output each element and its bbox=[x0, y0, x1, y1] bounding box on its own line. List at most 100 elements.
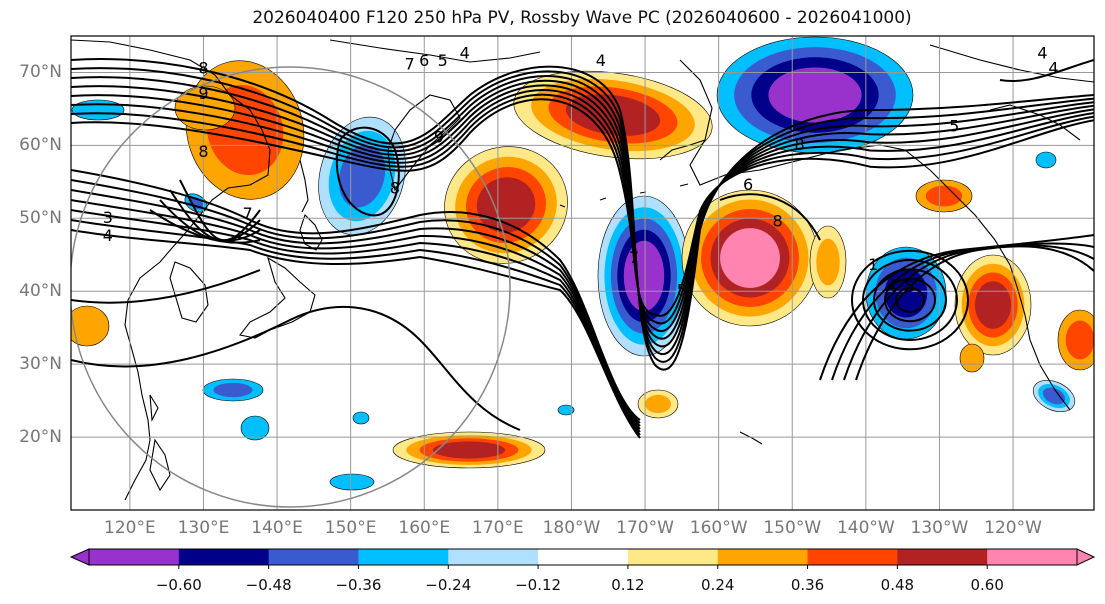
contour-label: 4 bbox=[1048, 58, 1058, 77]
colorbar-frame bbox=[88, 548, 1078, 566]
pv-contour-line bbox=[855, 245, 1094, 381]
contour-label: 7 bbox=[243, 204, 253, 223]
colorbar-tick-label: −0.12 bbox=[515, 576, 562, 594]
coastline-segment bbox=[299, 159, 309, 213]
contour-label: 6 bbox=[743, 175, 753, 194]
colorbar-tick-label: 0.24 bbox=[701, 576, 735, 594]
pv-anomaly-blob bbox=[954, 254, 1032, 356]
contour-label: 8 bbox=[198, 58, 208, 77]
colorbar-tick-label: 0.60 bbox=[970, 576, 1004, 594]
pv-contour-line bbox=[71, 179, 641, 424]
colorbar-tick-label: 0.36 bbox=[790, 576, 825, 594]
colorbar-tick-label: −0.60 bbox=[155, 576, 202, 594]
pv-contour-line bbox=[335, 126, 400, 217]
pv-contour-line bbox=[819, 234, 1094, 381]
pv-anomaly-blob bbox=[1032, 379, 1076, 413]
pv-anomaly-blob bbox=[637, 389, 679, 419]
lat-tick-label: 70°N bbox=[19, 62, 62, 83]
colorbar-segment bbox=[268, 549, 359, 565]
pv-contour-line bbox=[159, 199, 261, 242]
coastline-segment bbox=[299, 213, 323, 251]
pv-contour-line bbox=[71, 219, 641, 436]
pv-contours bbox=[71, 58, 1094, 439]
pv-contour-line bbox=[71, 229, 641, 439]
pv-anomaly-blob bbox=[1057, 309, 1094, 371]
contour-label: 9 bbox=[434, 128, 444, 147]
contour-label: 7 bbox=[629, 248, 639, 267]
coastline-segment bbox=[149, 438, 171, 492]
coastline-segment bbox=[739, 431, 763, 445]
colorbar bbox=[69, 548, 1096, 569]
pv-anomaly-blob bbox=[557, 404, 575, 416]
colorbar-segment bbox=[89, 549, 180, 565]
pv-anomaly-blob bbox=[959, 343, 985, 373]
contour-label: 5 bbox=[677, 281, 687, 300]
pv-contour-line bbox=[999, 59, 1094, 82]
pv-contour-line bbox=[71, 199, 641, 430]
contour-label: 1 bbox=[868, 255, 878, 274]
contour-label: 9 bbox=[198, 84, 208, 103]
contour-label: 4 bbox=[103, 226, 113, 245]
colorbar-tick-label: −0.48 bbox=[245, 576, 292, 594]
colorbar-segment bbox=[987, 549, 1078, 565]
colorbar-segment bbox=[358, 549, 449, 565]
pv-contour-line bbox=[71, 269, 261, 304]
contour-label: 5 bbox=[905, 277, 915, 296]
pv-anomaly-blob bbox=[71, 99, 125, 121]
coastline-segment bbox=[659, 139, 706, 161]
contour-label: 8 bbox=[390, 179, 400, 198]
coastline-segment bbox=[559, 204, 566, 208]
colorbar-segment bbox=[448, 549, 539, 565]
lat-tick-label: 30°N bbox=[19, 354, 62, 375]
pv-anomaly-blob bbox=[597, 195, 691, 357]
pv-anomaly-blob bbox=[809, 225, 847, 299]
pv-contour-line bbox=[831, 242, 1094, 381]
pv-shaded-anomalies bbox=[71, 36, 1094, 491]
pv-contour-line bbox=[71, 209, 641, 433]
coastline-segment bbox=[679, 183, 689, 187]
lat-tick-label: 40°N bbox=[19, 281, 62, 302]
coastline-segment bbox=[679, 59, 1011, 266]
contour-label: 5 bbox=[438, 51, 448, 70]
lon-tick-label: 120°E bbox=[104, 518, 156, 538]
pv-anomaly-blob bbox=[202, 378, 264, 402]
contour-label: 4 bbox=[460, 44, 470, 63]
pv-contour-line bbox=[851, 249, 970, 351]
pv-anomaly-blob bbox=[681, 189, 819, 327]
lon-tick-label: 140°W bbox=[836, 518, 895, 538]
colorbar-tick-label: 0.12 bbox=[611, 576, 645, 594]
coastline-segment bbox=[149, 394, 159, 423]
pv-contour-line bbox=[884, 277, 937, 323]
colorbar-segment bbox=[807, 549, 898, 565]
colorbar-tick-label: −0.24 bbox=[425, 576, 472, 594]
contour-label: 8 bbox=[772, 211, 782, 230]
lat-tick-label: 50°N bbox=[19, 208, 62, 229]
contour-label: 4 bbox=[887, 277, 897, 296]
lat-tick-label: 60°N bbox=[19, 135, 62, 156]
coastline-segment bbox=[1009, 264, 1071, 411]
pv-contour-line bbox=[862, 259, 959, 341]
contour-label: 8 bbox=[795, 135, 805, 154]
lon-tick-label: 160°E bbox=[398, 518, 451, 538]
pv-contour-line bbox=[169, 189, 261, 242]
pv-contour-line bbox=[149, 209, 261, 244]
colorbar-segment bbox=[897, 549, 988, 565]
pv-anomaly-blob bbox=[352, 411, 370, 425]
lon-tick-label: 180°W bbox=[542, 518, 601, 538]
contour-label: 6 bbox=[419, 51, 429, 70]
range-circle bbox=[71, 66, 511, 508]
pv-anomaly-blob bbox=[174, 85, 236, 131]
contour-label: 7 bbox=[404, 55, 414, 74]
pv-contour-line bbox=[179, 179, 261, 242]
pv-contour-line bbox=[895, 287, 926, 313]
contour-label: 4 bbox=[1037, 44, 1047, 63]
colorbar-segment bbox=[627, 549, 719, 565]
colorbar-tick-label: −0.36 bbox=[335, 576, 382, 594]
colorbar-segment bbox=[717, 549, 809, 565]
lon-tick-label: 130°E bbox=[177, 518, 230, 538]
lon-tick-label: 170°W bbox=[616, 518, 674, 538]
pv-contour-line bbox=[873, 268, 948, 332]
lon-tick-label: 160°W bbox=[689, 518, 748, 538]
